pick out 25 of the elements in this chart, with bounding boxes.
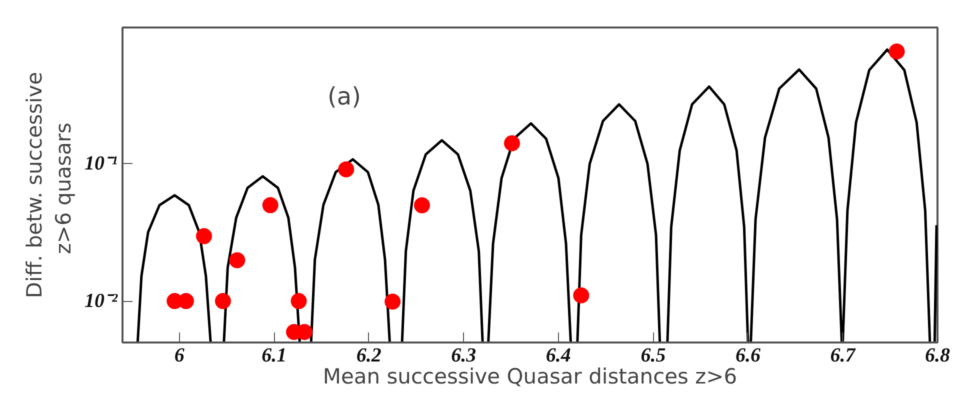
point bbox=[384, 294, 401, 310]
x-tick-label: 6.6 bbox=[735, 344, 760, 366]
y-tick-label: 10⁻² bbox=[84, 290, 119, 312]
point bbox=[338, 161, 354, 178]
x-tick-label: 6 bbox=[174, 344, 184, 366]
x-tick-label: 6.7 bbox=[830, 344, 856, 366]
point bbox=[573, 287, 590, 304]
x-tick-label: 6.5 bbox=[640, 344, 666, 366]
x-tick-label: 6.4 bbox=[546, 344, 571, 366]
point bbox=[262, 197, 278, 214]
annotation: (a) bbox=[328, 82, 361, 110]
x-axis-title: Mean successive Quasar distances z>6 bbox=[322, 364, 738, 388]
point bbox=[290, 293, 307, 310]
point bbox=[229, 252, 246, 268]
x-tick-label: 6.2 bbox=[356, 344, 382, 366]
y-axis-title: Diff. betw. successive z>6 quasars bbox=[22, 72, 76, 298]
point bbox=[414, 197, 430, 214]
y-tick-label: 10⁻¹ bbox=[84, 152, 118, 174]
point bbox=[504, 135, 520, 152]
x-tick-label: 6.3 bbox=[451, 344, 476, 366]
point bbox=[196, 228, 212, 244]
x-tick-label: 6.1 bbox=[262, 344, 287, 366]
point bbox=[888, 44, 905, 60]
x-tick-label: 6.8 bbox=[925, 344, 950, 366]
point bbox=[214, 293, 231, 310]
